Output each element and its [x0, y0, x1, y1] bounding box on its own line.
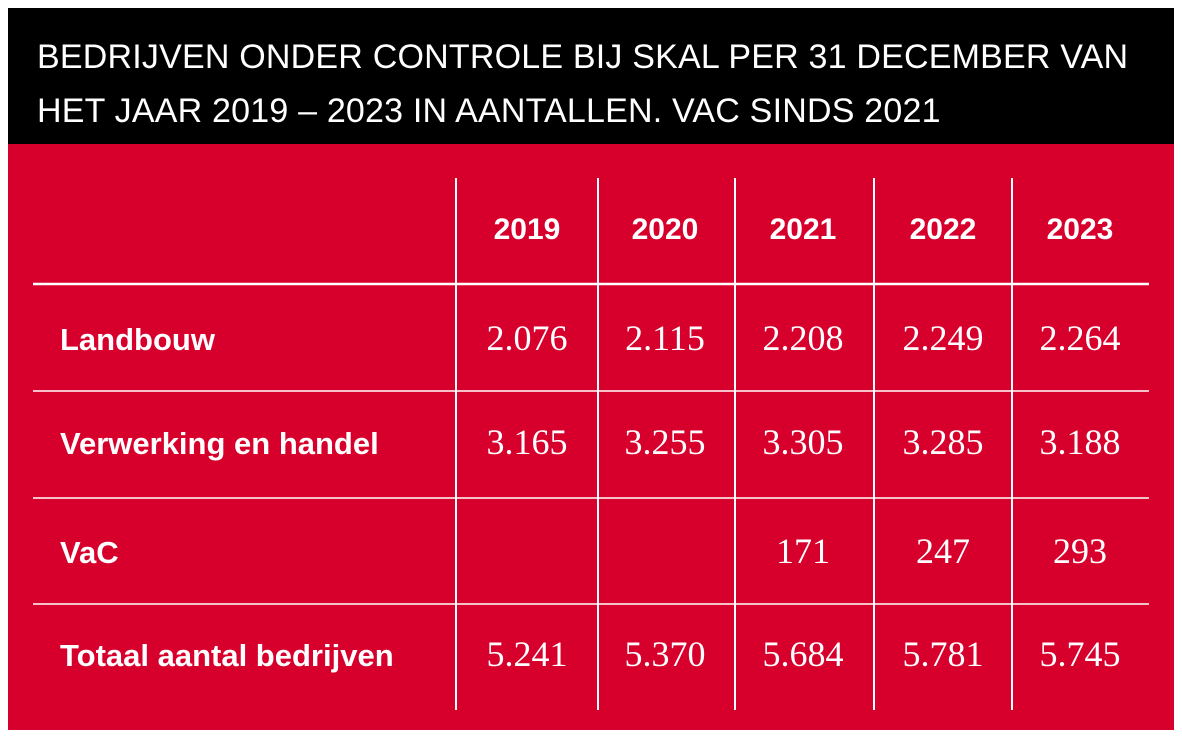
table-cell: 5.370: [624, 634, 706, 674]
table-cell: 5.684: [762, 634, 844, 674]
table-cell: 5.781: [902, 634, 984, 674]
figure-frame: BEDRIJVEN ONDER CONTROLE BIJ SKAL PER 31…: [8, 8, 1174, 730]
row-label: VaC: [60, 535, 119, 570]
table-grid-lines: [33, 178, 1149, 710]
table-cell: 3.285: [902, 422, 984, 462]
table-cell: 3.188: [1039, 422, 1121, 462]
row-label: Verwerking en handel: [60, 426, 379, 461]
table-cell: 3.165: [486, 422, 568, 462]
column-header-2019: 2019: [493, 213, 561, 246]
column-header-2020: 2020: [631, 213, 699, 246]
column-header-2022: 2022: [909, 213, 977, 246]
table-cell: 293: [1053, 531, 1107, 571]
table-cell: 247: [916, 531, 970, 571]
row-label: Totaal aantal bedrijven: [60, 638, 394, 673]
title-bar: BEDRIJVEN ONDER CONTROLE BIJ SKAL PER 31…: [8, 8, 1174, 144]
table-cell: 2.264: [1039, 318, 1121, 358]
table-cell: 2.208: [762, 318, 844, 358]
table-cell: 5.241: [486, 634, 568, 674]
table-cell: 3.255: [624, 422, 706, 462]
table-cell: 5.745: [1039, 634, 1121, 674]
row-label: Landbouw: [60, 322, 215, 357]
table-cell: 3.305: [762, 422, 844, 462]
table-cell: 2.115: [625, 318, 705, 358]
table-cell: 2.249: [902, 318, 984, 358]
table-cell: 2.076: [486, 318, 568, 358]
table-panel: 2019 2020 2021 2022 2023 Landbouw 2.076 2.115 2.…: [8, 144, 1174, 730]
column-header-2023: 2023: [1046, 213, 1114, 246]
column-header-2021: 2021: [769, 213, 837, 246]
table-cell: 171: [776, 531, 830, 571]
title-line-2: HET JAAR 2019 – 2023 IN AANTALLEN. VAC S…: [37, 92, 941, 130]
title-line-1: BEDRIJVEN ONDER CONTROLE BIJ SKAL PER 31…: [37, 38, 1129, 76]
